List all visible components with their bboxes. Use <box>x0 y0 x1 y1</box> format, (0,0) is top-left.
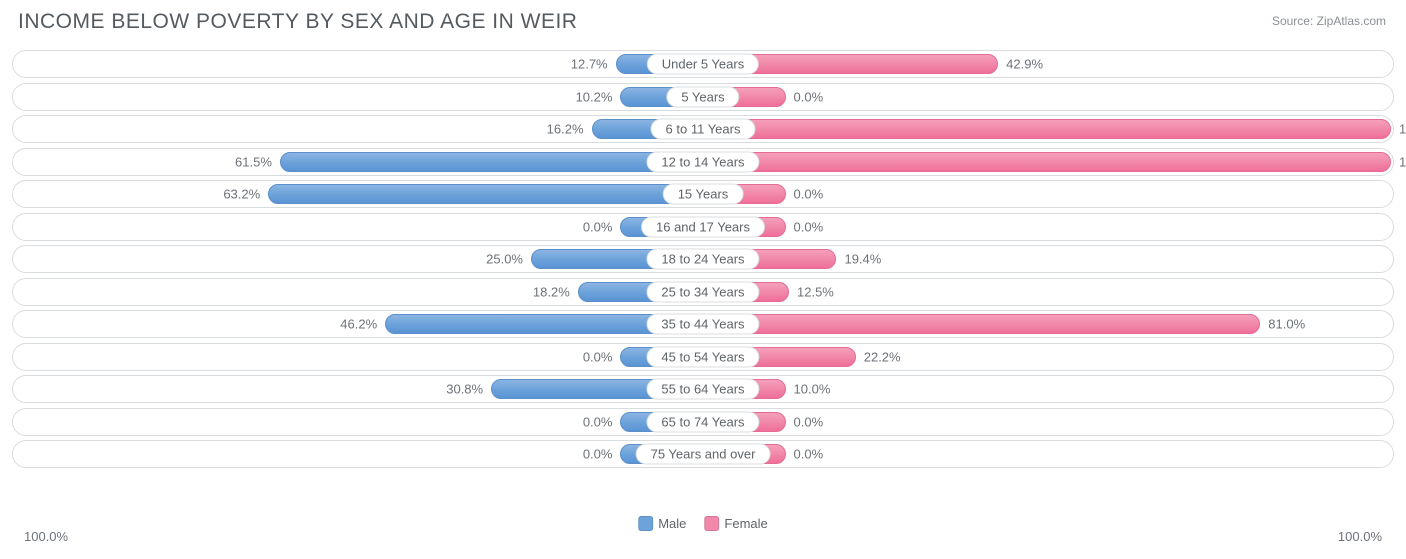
chart-row: 61.5%100.0%12 to 14 Years <box>12 148 1394 176</box>
female-bar <box>703 119 1391 139</box>
chart-row: 0.0% 22.2% 45 to 54 Years <box>12 343 1394 371</box>
male-bar <box>268 184 703 204</box>
chart-row: 25.0% 19.4% 18 to 24 Years <box>12 245 1394 273</box>
male-value-label: 0.0% <box>583 349 613 364</box>
category-label: 12 to 14 Years <box>646 151 759 172</box>
source-attribution: Source: ZipAtlas.com <box>1272 14 1386 28</box>
female-value-label: 22.2% <box>864 349 901 364</box>
female-value-label: 0.0% <box>794 89 824 104</box>
diverging-bar-chart: 12.7%42.9%Under 5 Years10.2%0.0%5 Years1… <box>12 50 1394 505</box>
male-value-label: 63.2% <box>223 187 260 202</box>
category-label: 16 and 17 Years <box>641 216 765 237</box>
female-value-label: 100.0% <box>1399 154 1406 169</box>
category-label: 45 to 54 Years <box>646 346 759 367</box>
female-value-label: 0.0% <box>794 219 824 234</box>
female-bar <box>703 314 1260 334</box>
legend-item-male: Male <box>638 516 686 531</box>
chart-row: 12.7% 42.9% Under 5 Years <box>12 50 1394 78</box>
female-value-label: 12.5% <box>797 284 834 299</box>
chart-row: 18.2% 12.5% 25 to 34 Years <box>12 278 1394 306</box>
male-value-label: 25.0% <box>486 252 523 267</box>
female-value-label: 10.0% <box>794 382 831 397</box>
legend-swatch-female <box>704 516 719 531</box>
legend-swatch-male <box>638 516 653 531</box>
legend-label-female: Female <box>724 516 767 531</box>
axis-right-label: 100.0% <box>1338 529 1382 544</box>
male-value-label: 30.8% <box>446 382 483 397</box>
female-value-label: 0.0% <box>794 447 824 462</box>
legend-label-male: Male <box>658 516 686 531</box>
category-label: 25 to 34 Years <box>646 281 759 302</box>
female-value-label: 42.9% <box>1006 57 1043 72</box>
male-bar <box>280 152 703 172</box>
female-value-label: 81.0% <box>1268 317 1305 332</box>
chart-row: 0.0% 0.0% 75 Years and over <box>12 440 1394 468</box>
male-value-label: 16.2% <box>547 122 584 137</box>
chart-row: 0.0% 0.0% 16 and 17 Years <box>12 213 1394 241</box>
category-label: 5 Years <box>666 86 739 107</box>
category-label: 65 to 74 Years <box>646 411 759 432</box>
category-label: 18 to 24 Years <box>646 249 759 270</box>
legend: Male Female <box>638 516 768 531</box>
male-value-label: 18.2% <box>533 284 570 299</box>
chart-row: 30.8% 10.0% 55 to 64 Years <box>12 375 1394 403</box>
male-value-label: 0.0% <box>583 414 613 429</box>
chart-row: 16.2%100.0%6 to 11 Years <box>12 115 1394 143</box>
chart-row: 63.2% 0.0% 15 Years <box>12 180 1394 208</box>
male-value-label: 12.7% <box>571 57 608 72</box>
category-label: 75 Years and over <box>636 444 771 465</box>
female-value-label: 0.0% <box>794 414 824 429</box>
chart-row: 46.2% 81.0% 35 to 44 Years <box>12 310 1394 338</box>
male-value-label: 0.0% <box>583 219 613 234</box>
male-value-label: 61.5% <box>235 154 272 169</box>
axis-left-label: 100.0% <box>24 529 68 544</box>
female-value-label: 100.0% <box>1399 122 1406 137</box>
female-value-label: 19.4% <box>844 252 881 267</box>
chart-row: 0.0% 0.0% 65 to 74 Years <box>12 408 1394 436</box>
category-label: 35 to 44 Years <box>646 314 759 335</box>
category-label: 55 to 64 Years <box>646 379 759 400</box>
category-label: 6 to 11 Years <box>651 119 756 140</box>
category-label: 15 Years <box>663 184 744 205</box>
legend-item-female: Female <box>704 516 767 531</box>
male-value-label: 0.0% <box>583 447 613 462</box>
male-value-label: 10.2% <box>576 89 613 104</box>
category-label: Under 5 Years <box>647 54 759 75</box>
male-value-label: 46.2% <box>340 317 377 332</box>
chart-title: INCOME BELOW POVERTY BY SEX AND AGE IN W… <box>18 10 577 34</box>
female-bar <box>703 152 1391 172</box>
chart-row: 10.2% 0.0% 5 Years <box>12 83 1394 111</box>
female-value-label: 0.0% <box>794 187 824 202</box>
